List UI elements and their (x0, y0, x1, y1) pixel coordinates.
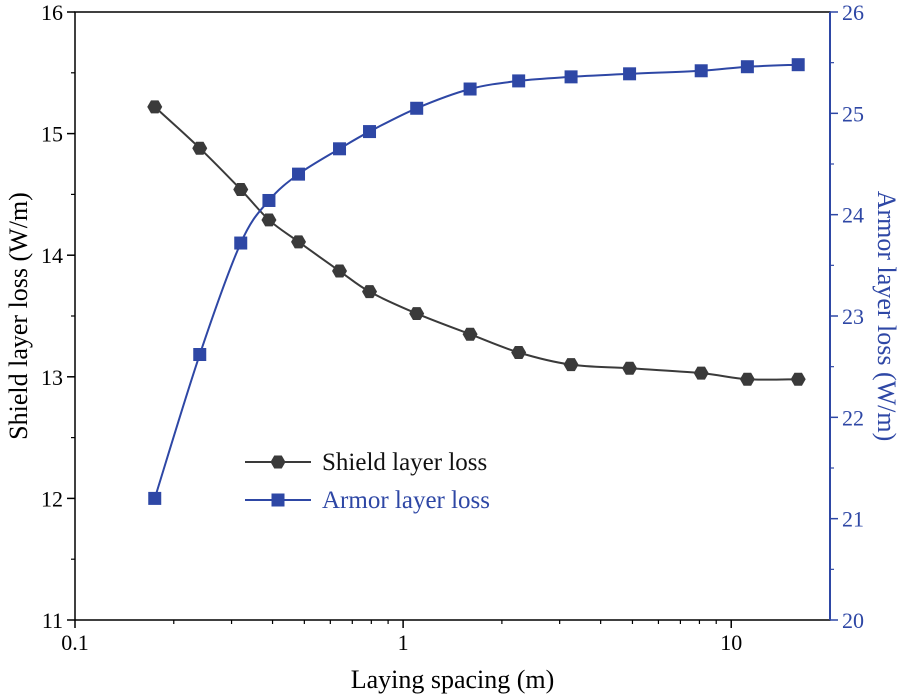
legend-armor-label: Armor layer loss (322, 487, 490, 514)
legend-shield-label: Shield layer loss (322, 449, 487, 476)
shield-data-point (332, 264, 348, 278)
armor-data-point (193, 348, 207, 362)
shield-data-point (291, 235, 307, 249)
right-y-tick-label: 25 (842, 101, 864, 126)
right-y-tick-label: 26 (842, 0, 864, 25)
left-y-tick-label: 13 (41, 365, 63, 390)
armor-data-point (262, 193, 276, 207)
armor-data-point (234, 236, 248, 250)
left-y-tick-label: 12 (41, 486, 63, 511)
shield-data-point (233, 183, 249, 197)
legend-armor-marker (271, 493, 285, 507)
armor-data-point (740, 60, 754, 74)
left-y-tick-label: 16 (41, 0, 63, 25)
shield-data-point (622, 361, 638, 375)
x-tick-label: 10 (720, 630, 742, 655)
right-y-tick-label: 21 (842, 507, 864, 532)
armor-data-point (333, 142, 347, 156)
left-y-axis-title: Shield layer loss (W/m) (4, 192, 33, 440)
left-y-tick-label: 11 (42, 608, 63, 633)
shield-data-point (511, 345, 527, 359)
armor-data-point (791, 58, 805, 72)
plot-frame (74, 11, 831, 621)
armor-data-point (148, 491, 162, 505)
armor-data-point (292, 167, 306, 181)
shield-data-point (409, 307, 425, 321)
right-y-tick-label: 23 (842, 304, 864, 329)
shield-data-point (147, 100, 163, 114)
shield-data-point (693, 366, 709, 380)
legend: Shield layer loss Armor layer loss (245, 449, 490, 514)
shield-data-point (739, 372, 755, 386)
left-y-tick-label: 15 (41, 122, 63, 147)
armor-data-point (512, 74, 526, 88)
x-tick-label: 1 (398, 630, 409, 655)
shield-series-line (154, 106, 799, 381)
right-y-axis-title: Armor layer loss (W/m) (872, 191, 901, 442)
shield-data-point (362, 285, 378, 299)
legend-shield-marker (270, 455, 286, 469)
shield-data-point (192, 141, 208, 155)
shield-data-point (563, 358, 579, 372)
armor-data-point (564, 70, 578, 84)
right-y-tick-label: 24 (842, 203, 864, 228)
right-y-tick-label: 20 (842, 608, 864, 633)
shield-data-point (462, 327, 478, 341)
armor-data-point (363, 125, 377, 139)
shield-data-point (261, 213, 277, 227)
right-y-tick-label: 22 (842, 405, 864, 430)
x-axis-title: Laying spacing (m) (351, 665, 555, 694)
shield-data-point (790, 372, 806, 386)
armor-series-line (153, 63, 799, 499)
armor-data-point (410, 101, 424, 115)
armor-data-point (623, 67, 637, 81)
armor-data-point (694, 64, 708, 78)
x-tick-label: 0.1 (61, 630, 89, 655)
left-y-tick-label: 14 (41, 243, 63, 268)
armor-data-point (463, 82, 477, 96)
